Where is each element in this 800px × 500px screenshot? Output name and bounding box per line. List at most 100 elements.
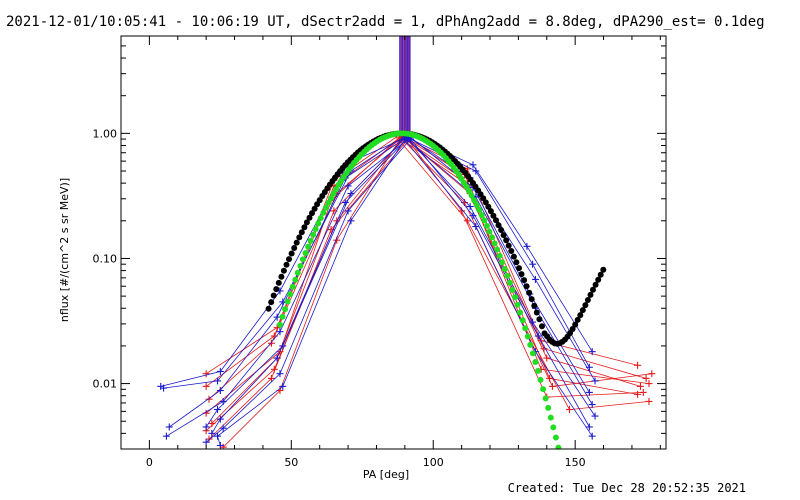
fit-point	[545, 404, 552, 411]
fit-point	[574, 316, 581, 323]
fit-point	[289, 283, 296, 290]
series-line	[160, 135, 593, 387]
y-axis-label: nflux [#/(cm^2 s sr MeV)]	[58, 178, 71, 322]
data-point-marker	[634, 361, 642, 369]
data-point-marker	[202, 370, 210, 378]
data-point-marker	[469, 161, 477, 169]
data-point-marker	[276, 328, 284, 336]
fit-point	[280, 267, 287, 274]
fit-point	[311, 205, 318, 212]
data-point-marker	[267, 339, 275, 347]
fit-point	[491, 240, 498, 247]
data-point-marker	[214, 432, 222, 440]
fit-point	[582, 302, 589, 309]
axes: 0 50 100 150 0.01 0.10 1.00	[93, 36, 666, 469]
fit-point	[555, 444, 562, 449]
fit-point	[287, 291, 294, 298]
fit-point	[471, 197, 478, 204]
data-point-marker	[214, 377, 222, 385]
series-line	[205, 138, 590, 443]
fit-point	[550, 424, 557, 431]
fit-point	[535, 367, 541, 374]
fit-point	[522, 325, 529, 332]
fit-point	[536, 316, 543, 323]
fit-point	[468, 192, 475, 199]
fit-point	[493, 217, 499, 224]
fit-point	[300, 256, 306, 263]
data-point-marker	[529, 260, 537, 268]
data-point-marker	[591, 412, 599, 420]
data-point-marker	[273, 313, 281, 321]
fit-point	[473, 202, 480, 208]
data-point-marker	[531, 275, 539, 283]
fit-point	[542, 395, 549, 402]
data-point-marker	[469, 212, 477, 220]
data-point-marker	[472, 167, 480, 175]
fit-point	[486, 228, 493, 235]
vertical-band	[399, 36, 411, 134]
data-point-marker	[216, 367, 224, 375]
fit-point	[328, 195, 335, 202]
fit-point	[307, 237, 314, 244]
fit-point	[305, 243, 312, 250]
fit-point	[552, 434, 559, 441]
data-point-marker	[279, 382, 287, 390]
fit-point	[517, 309, 524, 316]
fit-point	[301, 224, 308, 231]
data-series-layer	[157, 131, 656, 449]
fit-point	[590, 286, 596, 293]
fit-point	[512, 294, 518, 301]
fit-point	[481, 217, 488, 224]
fit-point	[496, 252, 503, 259]
fit-point	[597, 271, 604, 278]
fit-point	[302, 250, 309, 256]
fit-point	[508, 248, 515, 254]
fit-point	[495, 222, 502, 229]
fit-point	[265, 305, 272, 312]
fit-point	[527, 341, 534, 348]
fit-point	[283, 261, 290, 268]
fit-point	[303, 219, 310, 226]
fit-point	[476, 206, 483, 213]
fit-point	[516, 265, 522, 272]
data-point-marker	[645, 380, 653, 388]
x-tick-label: 0	[146, 456, 153, 469]
data-point-marker	[216, 387, 224, 395]
data-point-marker	[639, 388, 647, 396]
data-point-marker	[588, 401, 596, 409]
data-point-marker	[219, 424, 227, 432]
fit-point	[537, 376, 544, 383]
fit-point	[466, 188, 472, 194]
data-point-marker	[214, 406, 222, 414]
data-point-marker	[160, 384, 168, 392]
fit-point	[270, 292, 277, 299]
data-point-marker	[208, 429, 216, 437]
data-point-marker	[565, 406, 573, 414]
fit-curves-layer	[265, 130, 607, 449]
fit-point	[478, 212, 485, 219]
data-point-marker	[591, 377, 599, 385]
fit-point	[293, 239, 300, 246]
data-point-marker	[588, 432, 596, 440]
fit-point	[547, 414, 554, 421]
fit-point	[282, 306, 289, 313]
data-point-marker	[466, 203, 474, 211]
data-point-marker	[472, 223, 480, 231]
fit-point	[291, 245, 298, 251]
series-line	[205, 138, 652, 431]
fit-point	[273, 286, 280, 293]
plot-frame	[120, 35, 667, 450]
data-point-marker	[202, 423, 210, 431]
data-point-marker	[529, 318, 537, 326]
fit-point	[297, 263, 304, 269]
fit-point	[504, 272, 511, 279]
fit-point	[286, 256, 292, 263]
series-line	[208, 136, 641, 400]
created-timestamp: Created: Tue Dec 28 20:52:35 2021	[507, 481, 746, 495]
data-point-marker	[585, 423, 593, 431]
y-tick-label: 0.01	[93, 378, 118, 391]
y-tick-label: 0.10	[93, 252, 118, 265]
fit-point	[518, 271, 525, 278]
data-point-marker	[588, 348, 596, 356]
